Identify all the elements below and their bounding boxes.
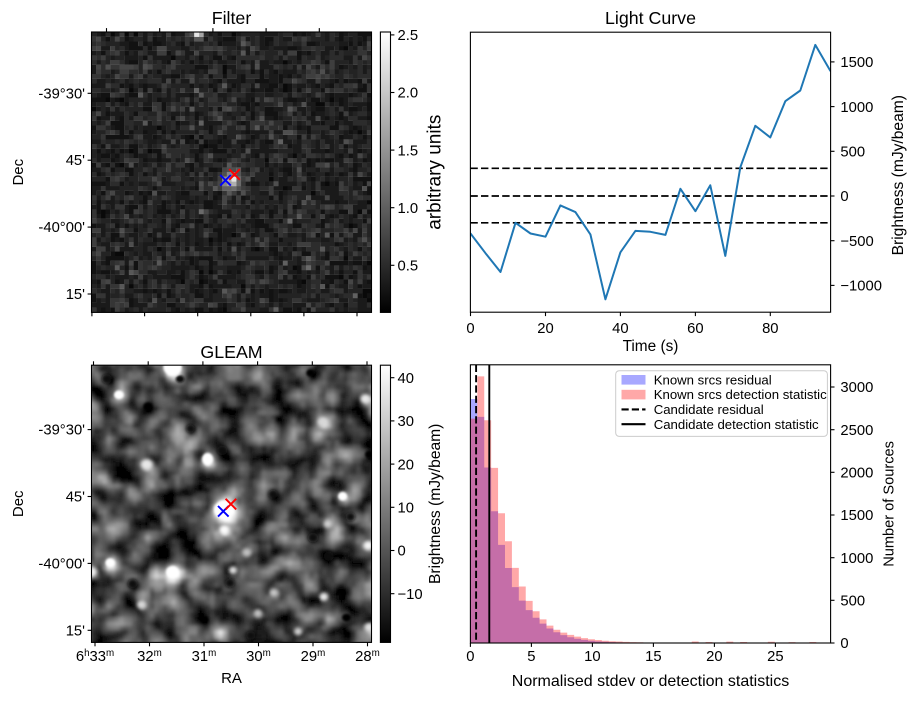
svg-text:30: 30 — [398, 414, 414, 430]
svg-text:45': 45' — [66, 490, 85, 506]
svg-text:RA: RA — [221, 670, 242, 687]
svg-text:Time (s): Time (s) — [623, 338, 679, 355]
svg-text:1.0: 1.0 — [398, 201, 419, 217]
svg-text:25: 25 — [767, 649, 783, 665]
svg-text:1500: 1500 — [840, 55, 873, 71]
svg-text:40: 40 — [398, 371, 414, 387]
svg-text:GLEAM: GLEAM — [200, 342, 262, 362]
svg-text:-40°00': -40°00' — [38, 220, 85, 236]
svg-text:Known srcs residual: Known srcs residual — [654, 372, 772, 387]
svg-text:0: 0 — [840, 636, 848, 652]
svg-text:31m: 31m — [192, 648, 217, 665]
svg-text:2500: 2500 — [840, 423, 873, 439]
svg-text:0: 0 — [466, 321, 474, 337]
svg-text:5: 5 — [527, 649, 535, 665]
svg-text:40: 40 — [612, 321, 628, 337]
svg-text:arbitrary units: arbitrary units — [425, 115, 446, 230]
svg-text:-39°30': -39°30' — [38, 423, 85, 439]
svg-text:0: 0 — [398, 544, 406, 560]
svg-text:0: 0 — [466, 649, 474, 665]
svg-text:Number of Sources: Number of Sources — [882, 441, 898, 567]
svg-text:60: 60 — [687, 321, 703, 337]
svg-text:15': 15' — [66, 623, 85, 639]
svg-text:500: 500 — [840, 594, 865, 610]
svg-text:20: 20 — [398, 457, 414, 473]
svg-text:15: 15 — [645, 649, 661, 665]
svg-text:Candidate residual: Candidate residual — [654, 402, 764, 417]
svg-text:Filter: Filter — [212, 8, 252, 28]
svg-text:-39°30': -39°30' — [38, 86, 85, 102]
svg-text:2.5: 2.5 — [398, 28, 419, 44]
svg-text:45': 45' — [66, 153, 85, 169]
svg-text:0: 0 — [840, 189, 848, 205]
svg-text:1000: 1000 — [840, 100, 873, 116]
svg-text:Normalised stdev or detection: Normalised stdev or detection statistics — [512, 673, 789, 690]
svg-text:Brightness (mJy/beam): Brightness (mJy/beam) — [890, 95, 907, 255]
svg-text:6h33m: 6h33m — [76, 648, 114, 665]
svg-text:2.0: 2.0 — [398, 86, 419, 102]
svg-text:32m: 32m — [137, 648, 162, 665]
svg-text:80: 80 — [762, 321, 778, 337]
svg-text:28m: 28m — [355, 648, 380, 665]
svg-text:-40°00': -40°00' — [38, 556, 85, 572]
svg-text:3000: 3000 — [840, 380, 873, 396]
svg-text:1000: 1000 — [840, 551, 873, 567]
svg-text:0.5: 0.5 — [398, 259, 419, 275]
svg-text:20: 20 — [537, 321, 553, 337]
svg-text:1500: 1500 — [840, 508, 873, 524]
svg-text:29m: 29m — [301, 648, 326, 665]
svg-text:−1000: −1000 — [840, 279, 882, 295]
svg-text:1.5: 1.5 — [398, 143, 419, 159]
svg-text:30m: 30m — [246, 648, 271, 665]
svg-text:Dec: Dec — [10, 490, 27, 517]
svg-text:−10: −10 — [398, 587, 423, 603]
svg-text:20: 20 — [706, 649, 722, 665]
svg-text:Dec: Dec — [10, 158, 27, 185]
svg-text:2000: 2000 — [840, 466, 873, 482]
svg-text:10: 10 — [584, 649, 600, 665]
svg-text:Candidate detection statistic: Candidate detection statistic — [654, 417, 819, 432]
svg-text:15': 15' — [66, 287, 85, 303]
svg-text:Known srcs detection statistic: Known srcs detection statistic — [654, 387, 827, 402]
svg-text:Light Curve: Light Curve — [605, 8, 696, 28]
svg-text:−500: −500 — [840, 234, 873, 250]
svg-text:500: 500 — [840, 145, 865, 161]
svg-text:10: 10 — [398, 501, 414, 517]
svg-text:Brightness (mJy/beam): Brightness (mJy/beam) — [427, 424, 444, 584]
